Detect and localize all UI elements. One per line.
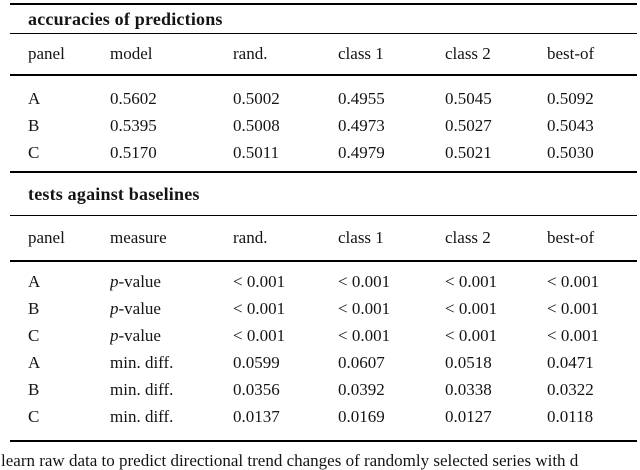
- table-cell: C: [10, 139, 110, 173]
- table-row: C 0.5170 0.5011 0.4979 0.5021 0.5030: [10, 139, 638, 173]
- table-cell: 0.5027: [445, 116, 492, 135]
- math-variable-p: p: [110, 299, 119, 318]
- column-header: class 2: [445, 215, 547, 262]
- table-cell: 0.5021: [445, 139, 547, 173]
- table-cell: < 0.001: [233, 326, 286, 345]
- column-header: panel: [10, 215, 110, 262]
- baseline-title-row: tests against baselines: [10, 173, 638, 216]
- table-cell: min. diff.: [110, 380, 174, 399]
- column-header: rand.: [233, 33, 338, 76]
- table-cell: A: [28, 272, 41, 291]
- table-cell: 0.0118: [547, 403, 638, 442]
- table-cell: 0.0338: [445, 380, 492, 399]
- table-cell: < 0.001: [445, 326, 498, 345]
- column-header: panel: [10, 33, 110, 76]
- table-cell: 0.4973: [338, 116, 385, 135]
- table-cell: 0.5011: [233, 139, 338, 173]
- table-cell: 0.0169: [338, 403, 445, 442]
- table-cell: 0.5045: [445, 89, 492, 108]
- accuracies-table: accuracies of predictions panel model rand…: [10, 3, 638, 173]
- table-cell: 0.5092: [547, 89, 594, 108]
- table-cell: p-value: [110, 299, 161, 318]
- table-cell: 0.0322: [547, 380, 594, 399]
- accuracies-title-row: accuracies of predictions: [10, 3, 638, 34]
- table-cell: < 0.001: [445, 272, 498, 291]
- table-cell: B: [28, 380, 40, 399]
- column-header: class 2: [445, 33, 547, 76]
- table-cell: min. diff.: [110, 403, 233, 442]
- table-cell: p-value: [110, 272, 161, 291]
- table-row: A 0.5602 0.5002 0.4955 0.5045 0.5092: [10, 75, 637, 112]
- column-header: best-of: [547, 215, 638, 262]
- table-cell: 0.0518: [445, 353, 492, 372]
- table-cell: 0.4979: [338, 139, 445, 173]
- table-cell: < 0.001: [338, 299, 391, 318]
- table-cell: 0.5602: [110, 89, 157, 108]
- column-header: rand.: [233, 215, 338, 262]
- table-cell: 0.5170: [110, 139, 233, 173]
- table-cell: 0.0471: [547, 353, 594, 372]
- table-cell: < 0.001: [233, 272, 286, 291]
- table-cell: < 0.001: [547, 272, 600, 291]
- math-variable-p: p: [110, 326, 119, 345]
- table-cell: 0.0356: [233, 380, 280, 399]
- table-cell: 0.0392: [338, 380, 385, 399]
- column-header: model: [110, 33, 233, 76]
- table-cell: < 0.001: [547, 299, 600, 318]
- column-header: best-of: [547, 33, 638, 76]
- baseline-header-row: panel measure rand. class 1 class 2 best-of: [10, 215, 638, 262]
- table-cell: B: [28, 299, 40, 318]
- table-cell: < 0.001: [338, 272, 391, 291]
- table-cell: 0.0127: [445, 403, 547, 442]
- table-cell: p-value: [110, 326, 161, 345]
- baseline-tests-table: tests against baselines panel measure rand…: [10, 173, 638, 442]
- table-cell: 0.5002: [233, 89, 280, 108]
- table-cell: 0.5043: [547, 116, 594, 135]
- table-row: B 0.5395 0.5008 0.4973 0.5027 0.5043: [10, 112, 637, 139]
- table-cell: 0.0599: [233, 353, 280, 372]
- table-cell: < 0.001: [233, 299, 286, 318]
- table-cell: 0.0137: [233, 403, 338, 442]
- table-cell: A: [28, 353, 41, 372]
- table-cell: < 0.001: [338, 326, 391, 345]
- caption-fragment-cutoff: learn raw data to predict directional tr…: [1, 451, 579, 470]
- table-cell: < 0.001: [547, 326, 600, 345]
- table-cell: C: [10, 403, 110, 442]
- table-cell: B: [28, 116, 40, 135]
- column-header: class 1: [338, 215, 445, 262]
- accuracies-header-row: panel model rand. class 1 class 2 best-of: [10, 33, 638, 76]
- math-variable-p: p: [110, 272, 119, 291]
- table-cell: 0.5395: [110, 116, 157, 135]
- table-cell: < 0.001: [445, 299, 498, 318]
- accuracies-table-title: accuracies of predictions: [10, 3, 638, 34]
- table-cell: 0.5008: [233, 116, 280, 135]
- column-header: measure: [110, 215, 233, 262]
- table-cell: 0.4955: [338, 89, 385, 108]
- table-cell: A: [28, 89, 41, 108]
- baseline-table-title: tests against baselines: [10, 173, 638, 216]
- table-cell: min. diff.: [110, 353, 174, 372]
- column-header: class 1: [338, 33, 445, 76]
- tables-container: accuracies of predictions panel model rand…: [10, 3, 638, 442]
- table-cell: 0.5030: [547, 139, 638, 173]
- table-cell: 0.0607: [338, 353, 385, 372]
- accuracies-table-body: A 0.5602 0.5002 0.4955 0.5045 0.5092 B 0.5395 0.…: [10, 75, 638, 173]
- table-cell: C: [28, 326, 40, 345]
